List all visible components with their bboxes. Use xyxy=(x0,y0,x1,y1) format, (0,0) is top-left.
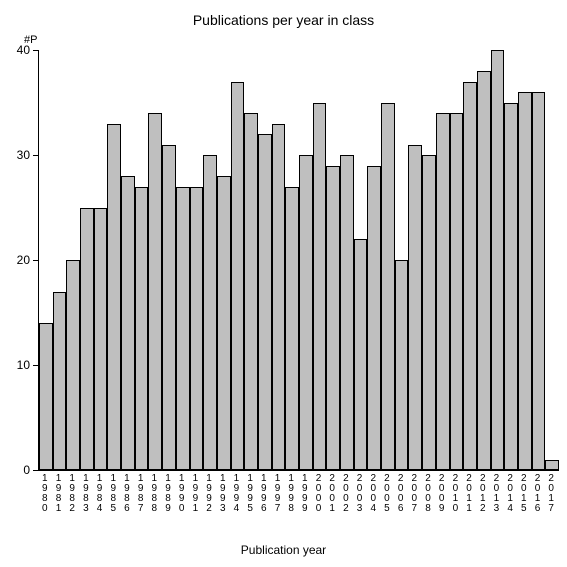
x-tick-label: 2 0 0 3 xyxy=(355,474,365,514)
x-tick-label: 1 9 8 9 xyxy=(163,474,173,514)
x-tick-label: 1 9 8 1 xyxy=(54,474,64,514)
bar xyxy=(162,145,176,471)
bar xyxy=(231,82,245,471)
bar xyxy=(94,208,108,471)
x-tick-label: 2 0 0 1 xyxy=(327,474,337,514)
bar xyxy=(532,92,546,470)
bar xyxy=(340,155,354,470)
bar xyxy=(244,113,258,470)
y-tick-label: 10 xyxy=(0,358,30,372)
x-tick-label: 1 9 8 5 xyxy=(108,474,118,514)
bar xyxy=(436,113,450,470)
x-tick-label: 2 0 1 1 xyxy=(464,474,474,514)
y-tick xyxy=(33,365,38,366)
plot-area xyxy=(38,50,559,471)
bar xyxy=(217,176,231,470)
x-tick-label: 1 9 8 7 xyxy=(136,474,146,514)
bar xyxy=(518,92,532,470)
bar xyxy=(367,166,381,471)
x-tick-label: 1 9 9 0 xyxy=(177,474,187,514)
bar xyxy=(285,187,299,471)
x-tick-label: 1 9 8 0 xyxy=(40,474,50,514)
bar xyxy=(545,460,559,471)
x-tick-label: 1 9 9 4 xyxy=(231,474,241,514)
x-tick-label: 2 0 1 0 xyxy=(450,474,460,514)
bar xyxy=(450,113,464,470)
x-tick-label: 1 9 8 3 xyxy=(81,474,91,514)
x-tick-label: 1 9 8 2 xyxy=(67,474,77,514)
y-tick-label: 0 xyxy=(0,463,30,477)
bar xyxy=(258,134,272,470)
y-tick-label: 20 xyxy=(0,253,30,267)
x-tick-label: 2 0 0 8 xyxy=(423,474,433,514)
bar xyxy=(354,239,368,470)
x-tick-label: 1 9 9 7 xyxy=(272,474,282,514)
x-tick-label: 1 9 9 2 xyxy=(204,474,214,514)
x-tick-label: 2 0 1 7 xyxy=(546,474,556,514)
bar xyxy=(135,187,149,471)
bar xyxy=(313,103,327,471)
bar xyxy=(176,187,190,471)
x-tick-label: 1 9 9 6 xyxy=(259,474,269,514)
bar xyxy=(203,155,217,470)
x-tick-label: 2 0 0 6 xyxy=(396,474,406,514)
bar xyxy=(463,82,477,471)
x-tick-label: 2 0 1 3 xyxy=(491,474,501,514)
x-tick-label: 2 0 0 2 xyxy=(341,474,351,514)
y-tick xyxy=(33,50,38,51)
x-tick-label: 1 9 8 8 xyxy=(149,474,159,514)
x-axis-title: Publication year xyxy=(0,543,567,557)
bar xyxy=(422,155,436,470)
x-tick-label: 2 0 0 4 xyxy=(368,474,378,514)
bar xyxy=(148,113,162,470)
bar xyxy=(491,50,505,470)
bar xyxy=(66,260,80,470)
bar xyxy=(381,103,395,471)
bar xyxy=(395,260,409,470)
x-tick-label: 2 0 0 5 xyxy=(382,474,392,514)
x-tick-label: 1 9 9 1 xyxy=(190,474,200,514)
y-tick-label: 30 xyxy=(0,148,30,162)
bar xyxy=(107,124,121,471)
bar xyxy=(53,292,67,471)
x-tick-label: 1 9 8 4 xyxy=(95,474,105,514)
chart-container: Publications per year in class #P Public… xyxy=(0,0,567,567)
bar xyxy=(190,187,204,471)
y-tick-label: 40 xyxy=(0,43,30,57)
x-tick-label: 2 0 1 6 xyxy=(532,474,542,514)
chart-title: Publications per year in class xyxy=(0,12,567,28)
x-tick-label: 2 0 0 9 xyxy=(437,474,447,514)
x-tick-label: 1 9 8 6 xyxy=(122,474,132,514)
bar xyxy=(504,103,518,471)
y-tick xyxy=(33,470,38,471)
x-tick-label: 1 9 9 8 xyxy=(286,474,296,514)
y-tick xyxy=(33,260,38,261)
x-tick-label: 1 9 9 3 xyxy=(218,474,228,514)
x-tick-label: 1 9 9 5 xyxy=(245,474,255,514)
bar xyxy=(39,323,53,470)
x-tick-label: 1 9 9 9 xyxy=(300,474,310,514)
bar xyxy=(272,124,286,471)
y-tick xyxy=(33,155,38,156)
bar xyxy=(326,166,340,471)
bar xyxy=(408,145,422,471)
x-tick-label: 2 0 1 2 xyxy=(478,474,488,514)
bar xyxy=(80,208,94,471)
bar xyxy=(477,71,491,470)
x-tick-label: 2 0 1 4 xyxy=(505,474,515,514)
bar xyxy=(299,155,313,470)
x-tick-label: 2 0 1 5 xyxy=(519,474,529,514)
x-tick-label: 2 0 0 0 xyxy=(314,474,324,514)
bar xyxy=(121,176,135,470)
x-tick-label: 2 0 0 7 xyxy=(409,474,419,514)
